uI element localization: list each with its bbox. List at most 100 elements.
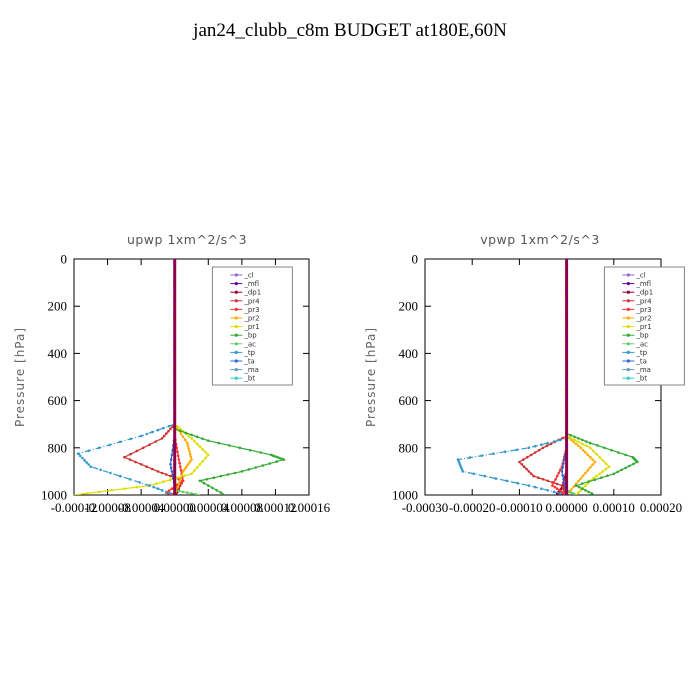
legend-label: _bt [635, 375, 647, 383]
series-point [518, 460, 521, 464]
series-point [212, 476, 216, 480]
series-point [160, 437, 164, 440]
series-point [154, 440, 158, 443]
series-point [545, 444, 549, 448]
series-point [184, 431, 188, 435]
legend-marker [234, 299, 238, 303]
series-point [624, 453, 627, 457]
legend-box [603, 266, 685, 386]
x-tick-label: 0.00020 [640, 500, 682, 515]
series-point [176, 425, 179, 428]
series-point [247, 468, 251, 471]
series-point [108, 443, 111, 447]
series-point [76, 452, 80, 456]
series-point [165, 432, 168, 435]
series-point [551, 484, 554, 487]
series-point [557, 471, 560, 475]
series-point [215, 489, 218, 492]
series-point [595, 452, 598, 456]
series-point [186, 464, 189, 467]
series-point [526, 455, 529, 459]
series-point [278, 456, 281, 460]
series-point [617, 451, 620, 454]
legend-marker [234, 359, 238, 363]
x-tick-label: 0.00012 [254, 500, 296, 515]
legend-marker [234, 316, 238, 320]
series-point [162, 426, 165, 430]
series-point [198, 479, 202, 483]
series-point [577, 491, 580, 494]
series-point [261, 464, 265, 467]
legend-label: _pr3 [635, 306, 651, 314]
series-point [574, 484, 578, 487]
series-point [572, 440, 575, 444]
series-point [118, 440, 122, 444]
series-point [190, 437, 193, 440]
x-tick-label: 0.00000 [545, 500, 587, 515]
series-point [552, 490, 556, 494]
legend-label: _ac [243, 340, 256, 348]
series-point [604, 467, 608, 471]
series-group [74, 259, 286, 495]
legend-marker [234, 350, 238, 354]
series-line-pr2 [565, 259, 596, 495]
legend-label: _pr1 [243, 323, 259, 331]
legend-marker [626, 282, 630, 286]
series-point [274, 455, 277, 458]
series-point [138, 481, 141, 484]
series-point [573, 438, 576, 442]
series-point [456, 458, 460, 461]
y-tick-label: 1000 [41, 488, 67, 503]
series-point [110, 489, 114, 492]
series-point [160, 489, 164, 492]
y-axis-label: Pressure [hPa] [364, 327, 378, 427]
series-point [128, 458, 132, 461]
series-point [184, 466, 188, 469]
series-point [616, 470, 619, 474]
series-point [177, 458, 181, 461]
series-point [205, 478, 209, 481]
series-point [165, 490, 168, 494]
series-point [587, 480, 590, 483]
series-point [533, 444, 537, 448]
series-point [156, 470, 160, 473]
x-tick-label: -0.00004 [118, 500, 165, 515]
series-point [562, 462, 565, 465]
series-point [188, 452, 192, 456]
series-point [598, 472, 601, 476]
series-point [569, 436, 572, 440]
legend-label: _tp [243, 349, 255, 357]
series-point [459, 464, 462, 467]
legend-marker [626, 273, 630, 277]
series-point [574, 442, 578, 446]
series-point [177, 481, 181, 485]
legend-marker [234, 307, 238, 311]
series-point [207, 484, 210, 487]
series-point [632, 462, 635, 466]
y-tick-label: 200 [48, 299, 68, 314]
series-point [585, 440, 588, 443]
series-point [584, 489, 587, 492]
series-point [599, 476, 603, 480]
series-point [141, 446, 145, 450]
panel-title: upwp 1xm^2/s^3 [127, 232, 247, 247]
series-point [555, 474, 559, 478]
legend-marker [234, 333, 238, 337]
series-point [167, 424, 171, 428]
series-point [219, 474, 223, 478]
legend-label: _bp [243, 332, 257, 340]
series-point [606, 474, 609, 478]
series-point [204, 450, 207, 454]
series-point [269, 453, 273, 457]
series-point [167, 430, 170, 433]
chart-panel-1: upwp 1xm^2/s^3 Pressure [hPa] 0 200 400 600 80… [13, 232, 331, 515]
series-line-tp [77, 259, 176, 495]
series-point [87, 449, 90, 453]
series-point [189, 455, 193, 459]
legend-marker [234, 342, 238, 346]
series-point [546, 441, 549, 445]
series-line-pr4 [518, 259, 568, 495]
legend-label: _tp [635, 349, 647, 357]
legend: _cl_mfl_dp1_pr4_pr3_pr2_pr1_bp_ac_tp_ta_… [211, 266, 293, 386]
series-point [169, 466, 173, 470]
